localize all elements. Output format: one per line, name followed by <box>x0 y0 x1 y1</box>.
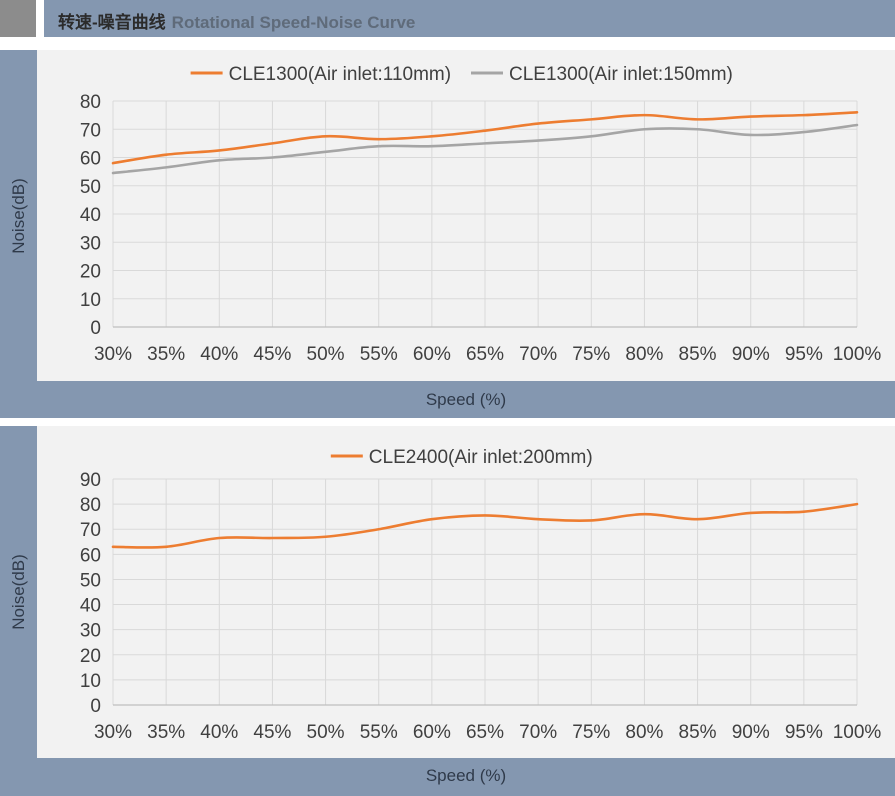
chart-1-x-tick-label: 50% <box>307 344 345 365</box>
chart-2-x-tick-label: 80% <box>625 722 663 743</box>
chart-2-x-tick-label: 50% <box>307 722 345 743</box>
page-title-en: Rotational Speed-Noise Curve <box>171 13 416 32</box>
chart-2-y-tick-label: 40 <box>80 596 101 617</box>
chart-2-x-tick-label: 85% <box>679 722 717 743</box>
chart-1-y-tick-label: 40 <box>80 205 101 226</box>
chart-2-x-tick-label: 55% <box>360 722 398 743</box>
chart-1-x-tick-label: 45% <box>253 344 291 365</box>
chart-2-y-tick-label: 90 <box>80 470 101 491</box>
chart-1-x-tick-label: 70% <box>519 344 557 365</box>
title-bar: 转速-噪音曲线 Rotational Speed-Noise Curve <box>0 0 895 37</box>
chart-2-x-tick-label: 65% <box>466 722 504 743</box>
chart-2-x-tick-label: 35% <box>147 722 185 743</box>
chart-1-legend-label: CLE1300(Air inlet:110mm) <box>229 64 451 85</box>
chart-1-svg: 0 10 20 30 40 50 60 70 80 30% 35% 40% 45% 50% 55% 60% 65… <box>80 64 882 365</box>
chart-2-legend-label: CLE2400(Air inlet:200mm) <box>369 447 593 468</box>
chart-1-x-tick-label: 55% <box>360 344 398 365</box>
chart-1-y-axis-label: Noise(dB) <box>8 177 28 254</box>
chart-1-y-tick-label: 30 <box>80 233 101 254</box>
chart-1-x-tick-label: 35% <box>147 344 185 365</box>
chart-2-svg: 0 10 20 30 40 50 60 70 80 90 30% 35% 40% 45% 50% 55% 60%… <box>80 447 882 743</box>
chart-1-y-tick-label: 50 <box>80 177 101 198</box>
chart-2-y-tick-label: 0 <box>90 696 101 717</box>
chart-2-x-tick-label: 70% <box>519 722 557 743</box>
chart-2-legend-item-1: CLE2400(Air inlet:200mm) <box>330 447 593 468</box>
chart-2-y-tick-label: 30 <box>80 621 101 642</box>
chart-1-x-tick-label: 80% <box>625 344 663 365</box>
chart-1-plot-area: 0 10 20 30 40 50 60 70 80 30% 35% 40% 45% 50% 55% 60% 65… <box>37 50 895 381</box>
chart-2-y-tick-label: 70 <box>80 520 101 541</box>
chart-1-series-line-1 <box>111 111 859 165</box>
chart-2-y-tick-label: 20 <box>80 646 101 667</box>
chart-2-y-tick-label: 60 <box>80 545 101 566</box>
chart-2-x-tick-label: 90% <box>732 722 770 743</box>
chart-1-series-line-2 <box>111 123 859 175</box>
chart-1-x-tick-label: 30% <box>94 344 132 365</box>
chart-2-x-tick-label: 60% <box>413 722 451 743</box>
chart-1-x-tick-label: 65% <box>466 344 504 365</box>
chart-2-y-tick-label: 50 <box>80 570 101 591</box>
chart-2-x-tick-label: 45% <box>253 722 291 743</box>
chart-1-x-tick-label: 75% <box>572 344 610 365</box>
page-title: 转速-噪音曲线 Rotational Speed-Noise Curve <box>58 8 415 33</box>
title-band <box>44 0 895 37</box>
chart-2-series-line-1 <box>111 502 859 549</box>
chart-1-x-tick-label: 60% <box>413 344 451 365</box>
chart-2-y-tick-label: 10 <box>80 671 101 692</box>
chart-2-plot-area: 0 10 20 30 40 50 60 70 80 90 30% 35% 40% 45% 50% 55% 60%… <box>37 426 895 758</box>
chart-1-x-tick-label: 85% <box>679 344 717 365</box>
chart-1-x-tick-label: 40% <box>200 344 238 365</box>
chart-1-x-tick-label: 95% <box>785 344 823 365</box>
chart-2-y-axis-label: Noise(dB) <box>8 554 28 630</box>
chart-2-x-axis-label: Speed (%) <box>425 766 507 785</box>
chart-2-x-tick-label: 30% <box>94 722 132 743</box>
chart-1-x-tick-label: 100% <box>833 344 882 365</box>
chart-1-y-tick-label: 10 <box>80 290 101 311</box>
chart-panel-1: 0 10 20 30 40 50 60 70 80 30% 35% 40% 45% 50% 55% 60% 65… <box>0 50 895 418</box>
chart-1-y-tick-label: 60 <box>80 149 101 170</box>
title-square-decoration <box>0 0 36 37</box>
chart-1-x-axis-label: Speed (%) <box>425 390 507 409</box>
chart-1-legend-item-2: CLE1300(Air inlet:150mm) <box>471 64 733 85</box>
chart-2-x-tick-label: 40% <box>200 722 238 743</box>
chart-1-y-tick-label: 80 <box>80 92 101 113</box>
chart-1-y-tick-label: 70 <box>80 120 101 141</box>
chart-2-x-tick-label: 95% <box>785 722 823 743</box>
chart-1-y-tick-label: 20 <box>80 262 101 283</box>
chart-1-y-tick-label: 0 <box>90 318 101 339</box>
chart-1-legend-label: CLE1300(Air inlet:150mm) <box>509 64 733 85</box>
chart-1-x-tick-label: 90% <box>732 344 770 365</box>
chart-2-y-tick-label: 80 <box>80 495 101 516</box>
chart-2-x-tick-label: 75% <box>572 722 610 743</box>
chart-panel-2: 0 10 20 30 40 50 60 70 80 90 30% 35% 40% 45% 50% 55% 60%… <box>0 426 895 796</box>
page-title-cn: 转速-噪音曲线 <box>58 13 166 32</box>
chart-2-x-tick-label: 100% <box>833 722 882 743</box>
chart-1-legend-item-1: CLE1300(Air inlet:110mm) <box>190 64 451 85</box>
